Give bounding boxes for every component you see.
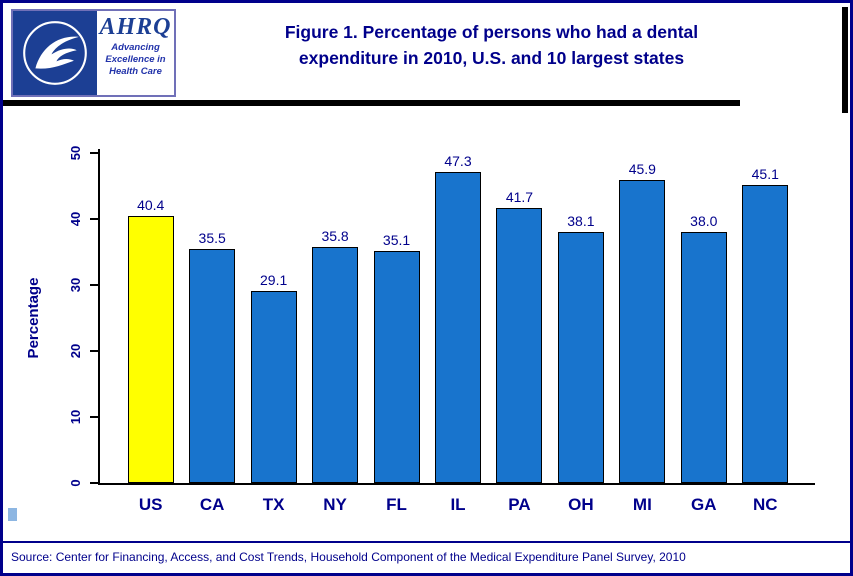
x-axis-label-ca: CA <box>199 495 225 514</box>
x-axis-label-pa: PA <box>508 495 531 514</box>
ahrq-logo: AHRQ Advancing Excellence in Health Care <box>11 9 176 97</box>
bar-value-label-ca: 35.5 <box>198 229 226 246</box>
x-axis-label-tx: TX <box>262 495 285 514</box>
x-axis-label-fl: FL <box>386 495 407 514</box>
figure-title: Figure 1. Percentage of persons who had … <box>284 22 699 69</box>
x-axis-label-oh: OH <box>568 495 594 514</box>
x-axis-label-ny: NY <box>323 495 347 514</box>
x-axis-label-ga: GA <box>691 495 717 514</box>
bar-value-label-nc: 45.1 <box>751 166 779 183</box>
bar-value-label-ga: 38.0 <box>690 213 718 230</box>
bar-column-pa: 41.7 <box>489 153 550 483</box>
y-tick-mark-50 <box>90 152 98 154</box>
y-tick-label-20: 20 <box>67 343 83 359</box>
y-axis-title: Percentage <box>24 277 42 359</box>
y-tick-mark-30 <box>90 284 98 286</box>
footer-rule <box>3 541 850 543</box>
bar-value-label-pa: 41.7 <box>505 188 534 205</box>
y-tick-mark-40 <box>90 218 98 220</box>
bar-column-tx: 29.1 <box>243 153 304 483</box>
y-tick-label-0: 0 <box>67 479 83 487</box>
y-tick-mark-0 <box>90 482 98 484</box>
y-axis-line <box>98 149 100 485</box>
bar-nc <box>742 185 789 483</box>
bar-column-us: 40.4 <box>120 153 181 483</box>
bar-column-ca: 35.5 <box>181 153 242 483</box>
y-tick-label-50: 50 <box>67 145 83 161</box>
bar-pa <box>496 207 543 483</box>
header-horizontal-rule <box>3 100 740 106</box>
bar-oh <box>557 231 604 483</box>
bar-column-mi: 45.9 <box>612 153 673 483</box>
bar-value-label-mi: 45.9 <box>628 161 656 178</box>
ahrq-tagline-line3: Health Care <box>109 65 162 77</box>
bar-value-label-fl: 35.1 <box>382 232 411 249</box>
bar-column-il: 47.3 <box>427 153 488 483</box>
x-axis-labels: US CA TX NY FL IL PA OH MI GA NC <box>120 495 796 515</box>
y-tick-mark-20 <box>90 350 98 352</box>
x-axis-label-us: US <box>138 495 163 514</box>
bar-value-label-ny: 35.8 <box>321 227 349 244</box>
x-axis-line <box>98 483 815 485</box>
hhs-eagle-icon <box>23 21 87 85</box>
ahrq-logo-text-block: AHRQ Advancing Excellence in Health Care <box>97 11 174 95</box>
bar-value-label-tx: 29.1 <box>260 271 288 288</box>
bar-column-oh: 38.1 <box>550 153 611 483</box>
bar-mi <box>619 180 666 483</box>
bar-tx <box>250 290 297 483</box>
y-tick-mark-10 <box>90 416 98 418</box>
bar-fl <box>373 251 420 483</box>
bar-ga <box>680 232 727 483</box>
bar-value-label-oh: 38.1 <box>567 212 595 229</box>
bar-value-label-us: 40.4 <box>137 197 165 214</box>
ahrq-tagline: Advancing Excellence in Health Care <box>105 42 165 78</box>
figure-title-wrap: Figure 1. Percentage of persons who had … <box>178 19 805 72</box>
ahrq-tagline-line1: Advancing <box>111 42 160 53</box>
bar-ca <box>189 248 236 483</box>
x-axis-label-mi: MI <box>632 495 652 514</box>
source-note: Source: Center for Financing, Access, an… <box>11 550 686 564</box>
y-tick-label-30: 30 <box>67 277 83 293</box>
y-tick-label-10: 10 <box>67 409 83 425</box>
header-vertical-rule <box>842 7 848 113</box>
bars-container: 40.4 35.5 29.1 35.8 35.1 47.3 41.7 38.1 45.9 38.0… <box>120 153 796 483</box>
bar-il <box>434 172 481 483</box>
x-axis-label-il: IL <box>450 495 466 514</box>
y-tick-label-40: 40 <box>67 211 83 227</box>
ahrq-wordmark: AHRQ <box>99 14 172 40</box>
bar-column-ny: 35.8 <box>304 153 365 483</box>
bar-column-fl: 35.1 <box>366 153 427 483</box>
left-margin-artifact <box>8 508 17 521</box>
bar-column-ga: 38.0 <box>673 153 734 483</box>
bar-ny <box>312 246 359 483</box>
bar-column-nc: 45.1 <box>735 153 796 483</box>
bar-value-label-il: 47.3 <box>444 153 472 169</box>
hhs-logo <box>13 11 97 95</box>
ahrq-tagline-line2: Excellence in <box>105 53 166 65</box>
x-axis-label-nc: NC <box>752 495 778 514</box>
bar-us <box>127 216 174 483</box>
